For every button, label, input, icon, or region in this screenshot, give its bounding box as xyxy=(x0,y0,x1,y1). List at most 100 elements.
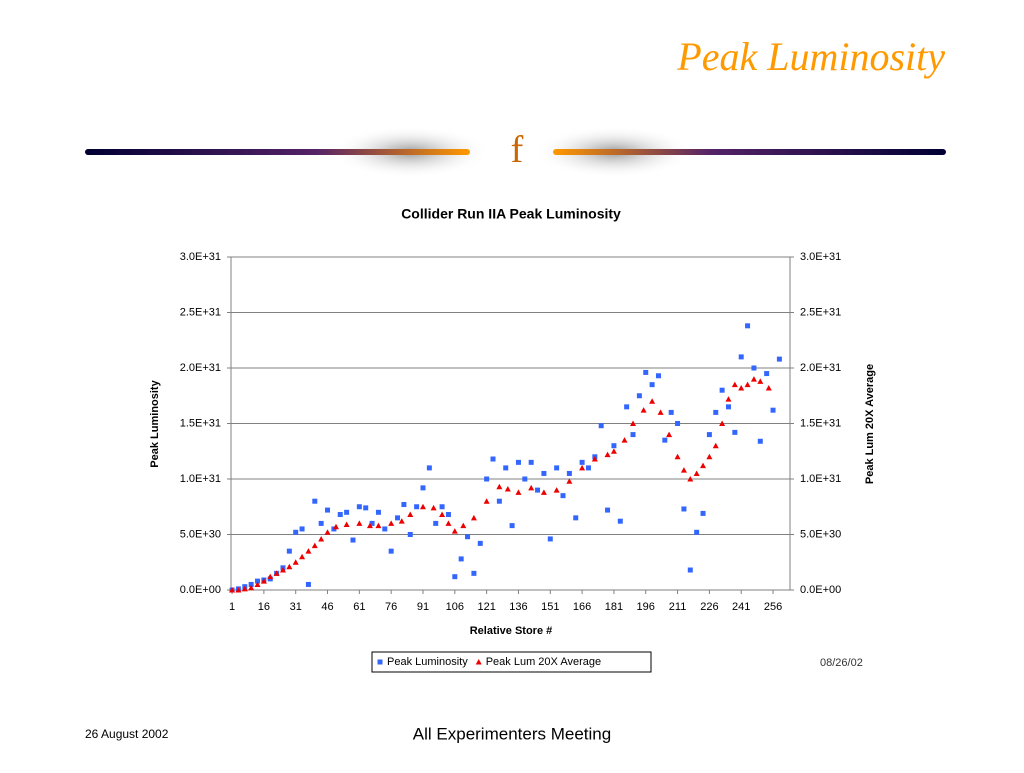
x-tick-label: 211 xyxy=(669,601,687,613)
scatter-point xyxy=(598,423,604,429)
scatter-point xyxy=(636,393,642,399)
scatter-point xyxy=(293,529,299,535)
scatter-point xyxy=(382,526,388,532)
scatter-point xyxy=(363,505,369,511)
average-point xyxy=(528,484,535,491)
average-point xyxy=(579,464,586,471)
x-tick-label: 76 xyxy=(385,601,397,613)
scatter-point xyxy=(643,369,649,375)
scatter-point xyxy=(375,509,381,515)
x-tick-label: 31 xyxy=(290,601,302,613)
average-point xyxy=(621,437,628,443)
scatter-point xyxy=(426,465,432,471)
average-point xyxy=(680,467,687,473)
average-point xyxy=(305,548,312,554)
scatter-point xyxy=(566,470,572,476)
scatter-point xyxy=(662,437,668,443)
scatter-point xyxy=(605,507,611,513)
y-tick-label: 1.5E+31 xyxy=(180,417,221,429)
average-point xyxy=(640,407,647,413)
x-tick-label: 196 xyxy=(637,601,655,613)
scatter-point xyxy=(452,574,458,580)
scatter-point xyxy=(745,323,751,329)
x-tick-label: 226 xyxy=(700,601,718,613)
footer-title: All Experimenters Meeting xyxy=(413,724,611,743)
scatter-point xyxy=(579,459,585,465)
scatter-point xyxy=(445,512,451,518)
y2-axis-title: Peak Lum 20X Average xyxy=(864,364,876,484)
average-point xyxy=(674,453,681,460)
scatter-point xyxy=(541,470,547,476)
y2-tick-label: 5.0E+30 xyxy=(800,528,841,540)
scatter-point xyxy=(535,487,541,493)
scatter-point xyxy=(547,536,553,542)
average-point xyxy=(356,520,363,526)
scatter-point xyxy=(477,540,483,546)
scatter-point xyxy=(496,498,502,504)
scatter-point xyxy=(407,532,413,537)
y2-tick-label: 2.0E+31 xyxy=(800,362,841,374)
average-point xyxy=(744,381,751,388)
scatter-point xyxy=(585,465,591,471)
average-point xyxy=(430,504,437,511)
scatter-point xyxy=(471,570,477,576)
y-tick-label: 3.0E+31 xyxy=(180,251,221,263)
legend-marker xyxy=(377,659,383,665)
scatter-point xyxy=(490,456,496,462)
chart-title: Collider Run IIA Peak Luminosity xyxy=(401,206,621,222)
legend-marker xyxy=(475,659,482,665)
scatter-point xyxy=(738,354,744,360)
scatter-point xyxy=(503,465,509,471)
average-point xyxy=(318,535,325,542)
average-point xyxy=(254,581,261,587)
scatter-point xyxy=(325,507,331,513)
scatter-point xyxy=(305,581,311,587)
scatter-point xyxy=(573,515,579,521)
scatter-point xyxy=(675,421,681,426)
scatter-point xyxy=(255,578,261,584)
average-point xyxy=(324,529,331,535)
average-point xyxy=(273,570,280,576)
average-point xyxy=(260,578,267,584)
average-point xyxy=(388,520,395,526)
average-point xyxy=(610,448,617,454)
legend-label: Peak Luminosity xyxy=(387,656,468,668)
scatter-point xyxy=(344,509,350,515)
average-point xyxy=(719,420,726,426)
scatter-point xyxy=(439,504,445,510)
average-point xyxy=(286,563,293,570)
x-tick-label: 136 xyxy=(509,601,527,613)
x-tick-label: 61 xyxy=(353,601,365,613)
y-tick-label: 2.0E+31 xyxy=(180,362,221,374)
scatter-point xyxy=(776,356,782,362)
x-tick-label: 166 xyxy=(573,601,591,613)
average-point xyxy=(630,420,637,426)
average-point xyxy=(693,470,700,476)
average-point xyxy=(439,511,446,518)
y-tick-label: 0.0E+00 xyxy=(180,584,221,596)
scatter-point xyxy=(770,407,776,413)
scatter-point xyxy=(312,498,318,504)
x-tick-label: 91 xyxy=(417,601,429,613)
x-tick-label: 106 xyxy=(446,601,464,613)
average-point xyxy=(504,485,511,492)
scatter-point xyxy=(624,404,630,410)
average-point xyxy=(470,514,477,521)
scatter-point xyxy=(719,387,725,393)
x-tick-label: 151 xyxy=(541,601,559,613)
scatter-point xyxy=(630,432,636,438)
scatter-point xyxy=(655,373,661,379)
average-point xyxy=(343,521,350,528)
x-tick-label: 256 xyxy=(764,601,782,613)
x-tick-label: 181 xyxy=(605,601,623,613)
average-point xyxy=(248,584,255,591)
scatter-point xyxy=(668,409,674,415)
scatter-point xyxy=(694,529,700,535)
scatter-point xyxy=(509,523,515,529)
y-tick-label: 2.5E+31 xyxy=(180,306,221,318)
average-point xyxy=(398,518,405,524)
scatter-point xyxy=(420,485,426,491)
average-point xyxy=(706,453,713,460)
average-point xyxy=(712,442,719,449)
average-point xyxy=(419,503,426,510)
